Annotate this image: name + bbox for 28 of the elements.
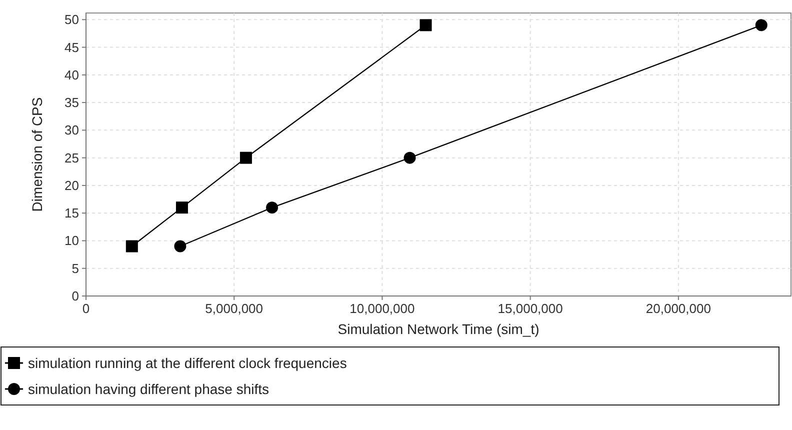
legend-label: simulation having different phase shifts	[28, 381, 269, 397]
y-tick-label: 25	[64, 150, 79, 166]
point	[404, 152, 416, 164]
y-tick-label: 35	[64, 95, 79, 110]
y-tick-label: 5	[72, 260, 79, 276]
legend-label: simulation running at the different clock frequencies	[28, 355, 347, 371]
x-axis-title: Simulation Network Time (sim_t)	[338, 321, 540, 337]
y-axis-title: Dimension of CPS	[29, 97, 45, 212]
point	[240, 152, 252, 164]
y-tick-label: 0	[72, 288, 79, 304]
point	[755, 19, 768, 32]
point	[126, 240, 138, 252]
y-tick-label: 10	[64, 233, 79, 248]
y-tick-label: 30	[64, 122, 79, 138]
x-tick-label: 5,000,000	[205, 301, 264, 316]
y-tick-label: 40	[64, 67, 79, 82]
point	[420, 19, 432, 32]
x-tick-label: 15,000,000	[498, 301, 563, 316]
x-tick-label: 10,000,000	[350, 301, 415, 316]
x-tick-label: 0	[82, 301, 90, 316]
point	[174, 240, 186, 252]
x-tick-label: 20,000,000	[646, 301, 711, 316]
point	[266, 202, 278, 214]
y-tick-label: 45	[64, 40, 79, 55]
y-tick-label: 15	[64, 206, 79, 221]
y-tick-label: 20	[64, 178, 79, 193]
y-tick-label: 50	[64, 12, 79, 28]
point	[176, 202, 188, 214]
